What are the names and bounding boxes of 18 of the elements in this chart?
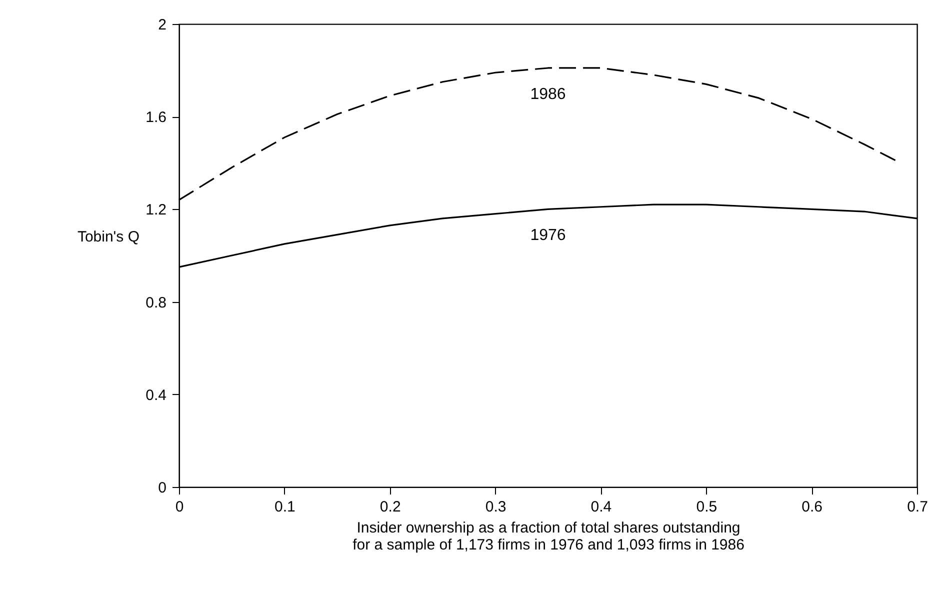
x-tick-label: 0.3 <box>485 498 506 516</box>
series-label: 1976 <box>530 227 566 244</box>
y-axis-title: Tobin's Q <box>77 228 140 246</box>
x-tick-label: 0 <box>175 498 184 516</box>
y-tick-label: 0.4 <box>146 386 166 404</box>
x-axis-title: Insider ownership as a fraction of total shares outstanding for a sample of 1,173 firms in 1976 and 1,093 firms in 1986 <box>352 520 744 554</box>
y-tick-label: 1.6 <box>146 109 166 126</box>
y-tick-label: 0.8 <box>146 294 166 312</box>
x-tick-label: 0.1 <box>274 498 296 516</box>
x-tick-label: 0.2 <box>380 498 401 516</box>
series-label: 1986 <box>530 86 566 103</box>
x-tick-label: 0.4 <box>590 498 612 516</box>
y-tick-label: 1.2 <box>146 202 166 219</box>
y-tick-label: 2 <box>158 16 166 34</box>
y-tick-label: 0 <box>158 480 166 496</box>
x-tick-label: 0.6 <box>802 498 822 516</box>
x-tick-label: 0.7 <box>907 498 928 516</box>
x-tick-label: 0.5 <box>696 498 718 516</box>
